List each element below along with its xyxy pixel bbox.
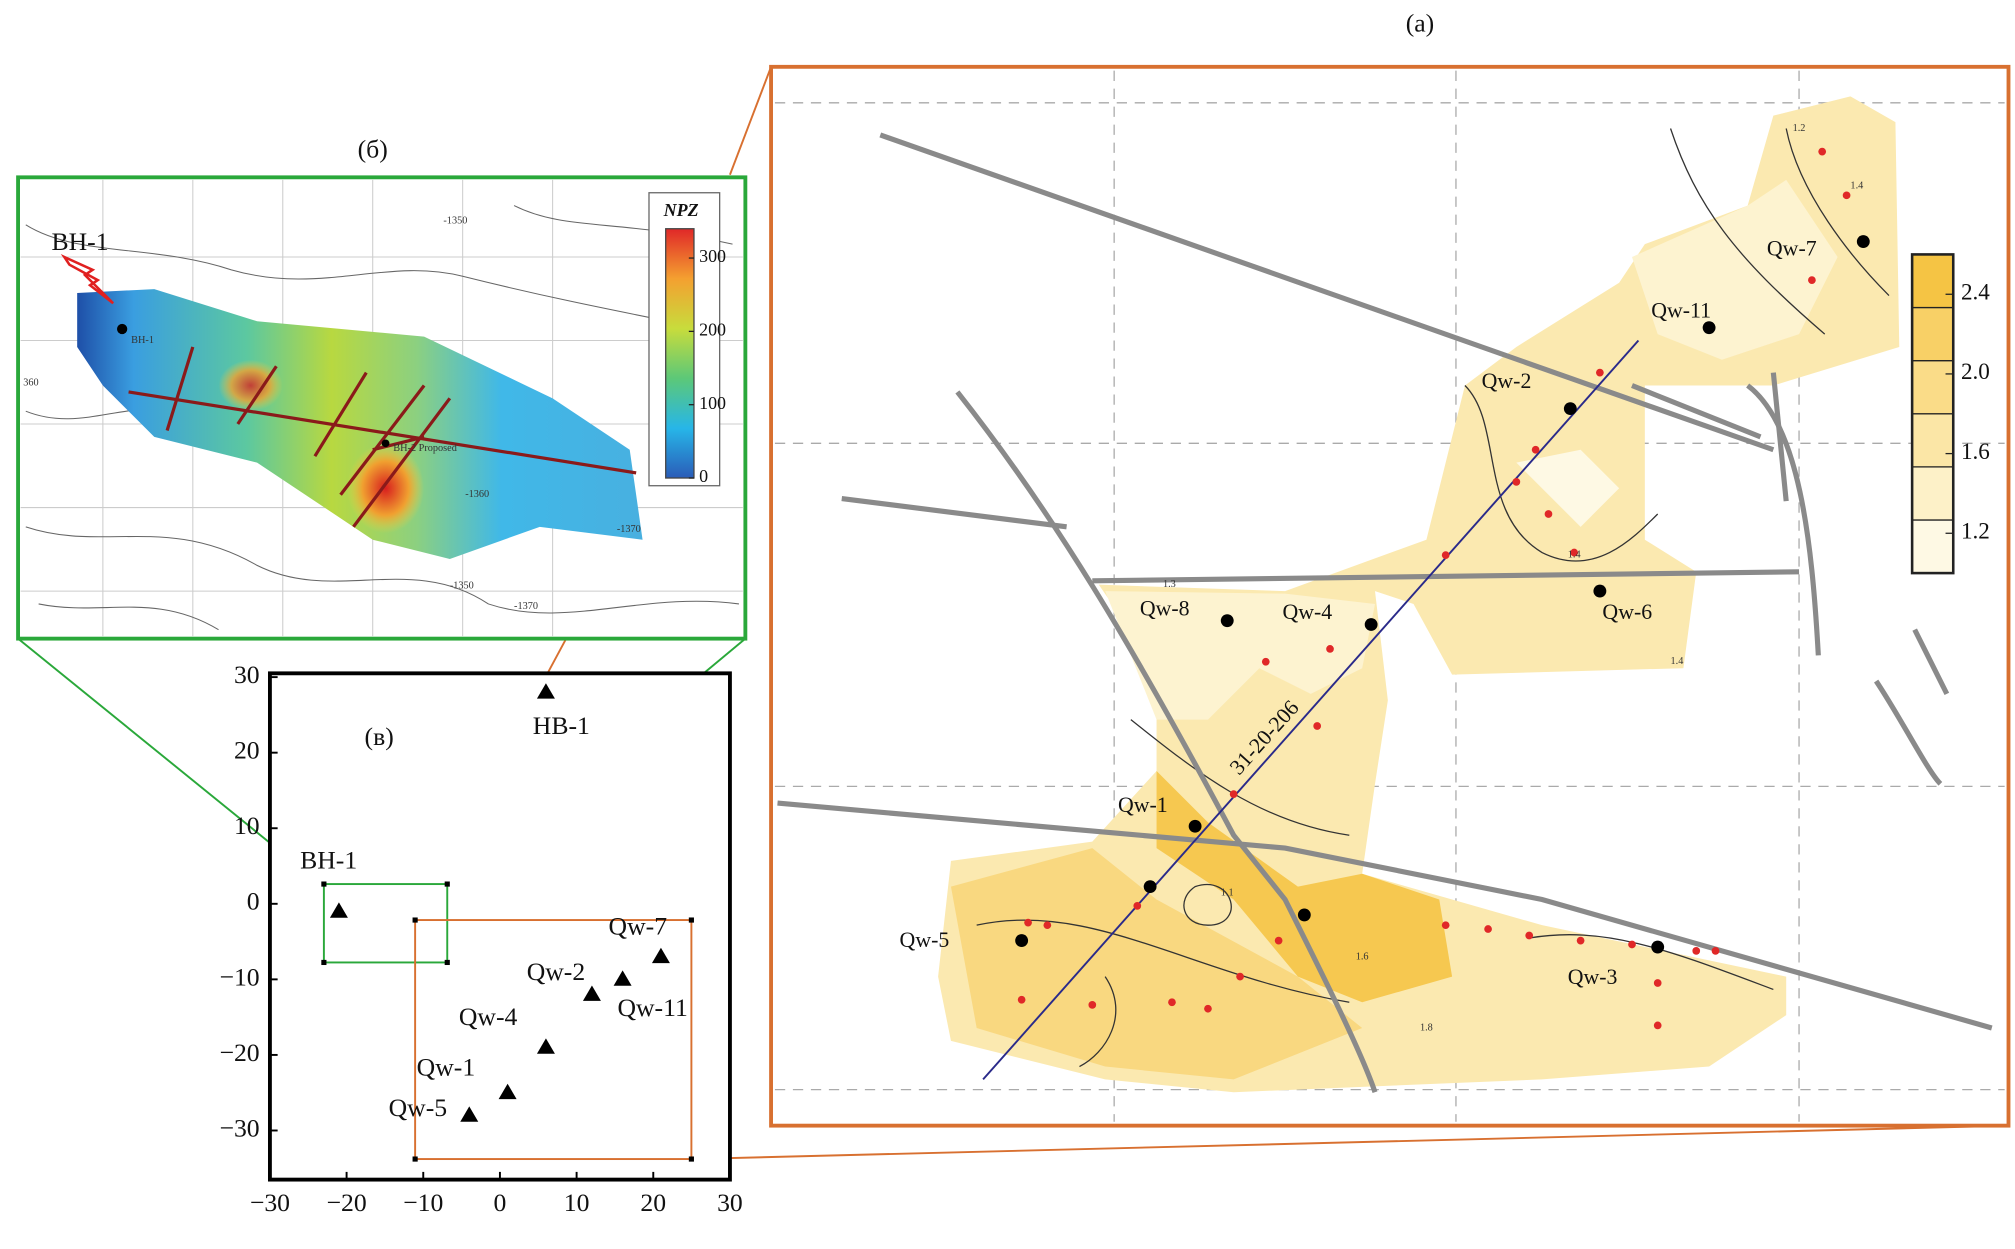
contour-label: 1.6	[1356, 952, 1369, 963]
wells	[1015, 235, 1870, 954]
point	[582, 985, 601, 1001]
colorbar-tick-label: 300	[699, 246, 726, 266]
contour-label: -1360	[465, 489, 489, 500]
colorbar-band	[1911, 360, 1954, 415]
well-label: Qw-5	[900, 928, 950, 952]
well-label: Qw-1	[1118, 793, 1168, 817]
colorbar-tick-label: 2.4	[1961, 280, 1990, 306]
point-label: Qw-2	[527, 957, 586, 986]
point-label: Qw-1	[417, 1052, 476, 1081]
well-marker	[60, 253, 115, 305]
colorbar-band	[1911, 306, 1954, 362]
colorbar-band	[1911, 466, 1954, 521]
point-label: Qw-4	[459, 1002, 518, 1031]
field-map	[938, 96, 1900, 1093]
well-label: Qw-7	[1767, 237, 1817, 261]
point	[613, 970, 632, 986]
well-label: Qw-4	[1282, 600, 1332, 624]
y-tick-label: −30	[219, 1113, 259, 1142]
well-label: Qw-6	[1602, 600, 1652, 624]
contour-label: 1.4	[1671, 656, 1684, 667]
contour-label: 1.4	[1568, 549, 1581, 560]
sample-dots	[1017, 147, 1851, 1030]
well-label: Qw-2	[1482, 369, 1532, 393]
colorbar-tick-label: 1.2	[1961, 519, 1990, 545]
y-tick-label: 10	[234, 811, 260, 840]
contours	[976, 128, 1890, 1068]
x-tick-label: 0	[494, 1188, 507, 1217]
point	[329, 902, 348, 918]
well-label: Qw-8	[1140, 596, 1190, 620]
profile-line	[982, 339, 1640, 1081]
point	[460, 1106, 479, 1122]
x-tick-label: −20	[326, 1188, 366, 1217]
contour-label: -1350	[443, 215, 467, 226]
y-tick-label: −10	[219, 962, 259, 991]
colorbar-tick-label: 100	[699, 393, 726, 413]
x-tick-label: −10	[403, 1188, 443, 1217]
point	[651, 947, 670, 964]
well-label: BH-1	[51, 227, 108, 256]
colorbar-ramp	[665, 228, 695, 479]
colorbar: 0 100 200 300	[665, 228, 726, 486]
point-label: HB-1	[533, 711, 590, 740]
panel-label: (a)	[1406, 9, 1435, 38]
panel-v: (в) −30 −20 −10 0 10 20 30 30 20 10 0 −10 −20 −30 HB-1…	[219, 660, 742, 1217]
colorbar-frame	[1910, 253, 1955, 575]
colorbar-tick-label: 2.0	[1961, 359, 1990, 385]
y-tick-label: 20	[234, 736, 260, 765]
y-tick-label: 0	[247, 887, 260, 916]
x-tick-label: −30	[250, 1188, 290, 1217]
well-label: Qw-3	[1568, 965, 1618, 989]
contour-label: 1.3	[1163, 579, 1176, 590]
panel-a: (a)	[769, 9, 2011, 1128]
point-label: Qw-11	[617, 993, 687, 1022]
contour-label: 360	[23, 377, 38, 388]
contour-label: -1370	[617, 524, 641, 535]
point-label: Qw-5	[389, 1093, 448, 1122]
panel-label: (б)	[358, 135, 388, 164]
y-tick-label: 30	[234, 660, 260, 689]
contour-label: -1350	[450, 580, 474, 591]
colorbar-tick-label: 200	[699, 319, 726, 339]
well-label: BH-1	[131, 335, 154, 346]
faults	[777, 132, 1993, 1094]
npz-field	[77, 289, 643, 559]
colorbar-band	[1911, 253, 1954, 309]
point-label: BH-1	[300, 845, 357, 874]
well-label: Qw-11	[1651, 298, 1711, 322]
x-tick-label: 20	[640, 1188, 666, 1217]
colorbar-tick-label: 0	[699, 466, 708, 486]
contour-label: 1.2	[1793, 123, 1806, 134]
well-label: BH-2 Proposed	[393, 443, 457, 454]
contour-label: 1.1	[1221, 887, 1234, 898]
faults	[128, 346, 637, 528]
y-tick-label: −20	[219, 1038, 259, 1067]
point-label: Qw-7	[609, 911, 668, 940]
colorbar-band	[1911, 519, 1954, 574]
contour-label: 1.8	[1420, 1022, 1433, 1033]
colorbar-tick-label: 1.6	[1961, 439, 1990, 465]
colorbar: 1.2 1.6 2.0 2.4	[1910, 253, 1990, 575]
contour-label: -1370	[514, 601, 538, 612]
point	[498, 1083, 517, 1100]
colorbar-title: NPZ	[663, 200, 699, 220]
point	[536, 1038, 555, 1054]
point	[536, 683, 555, 699]
colorbar-band	[1911, 413, 1954, 468]
x-tick-label: 30	[717, 1188, 743, 1217]
contour-label: 1.4	[1850, 181, 1863, 192]
chart-title: (в)	[365, 722, 394, 751]
x-tick-label: 10	[564, 1188, 590, 1217]
panel-b: (б) BH-1 BH-1 BH-2 Proposed -1350 -1360 …	[16, 135, 748, 641]
